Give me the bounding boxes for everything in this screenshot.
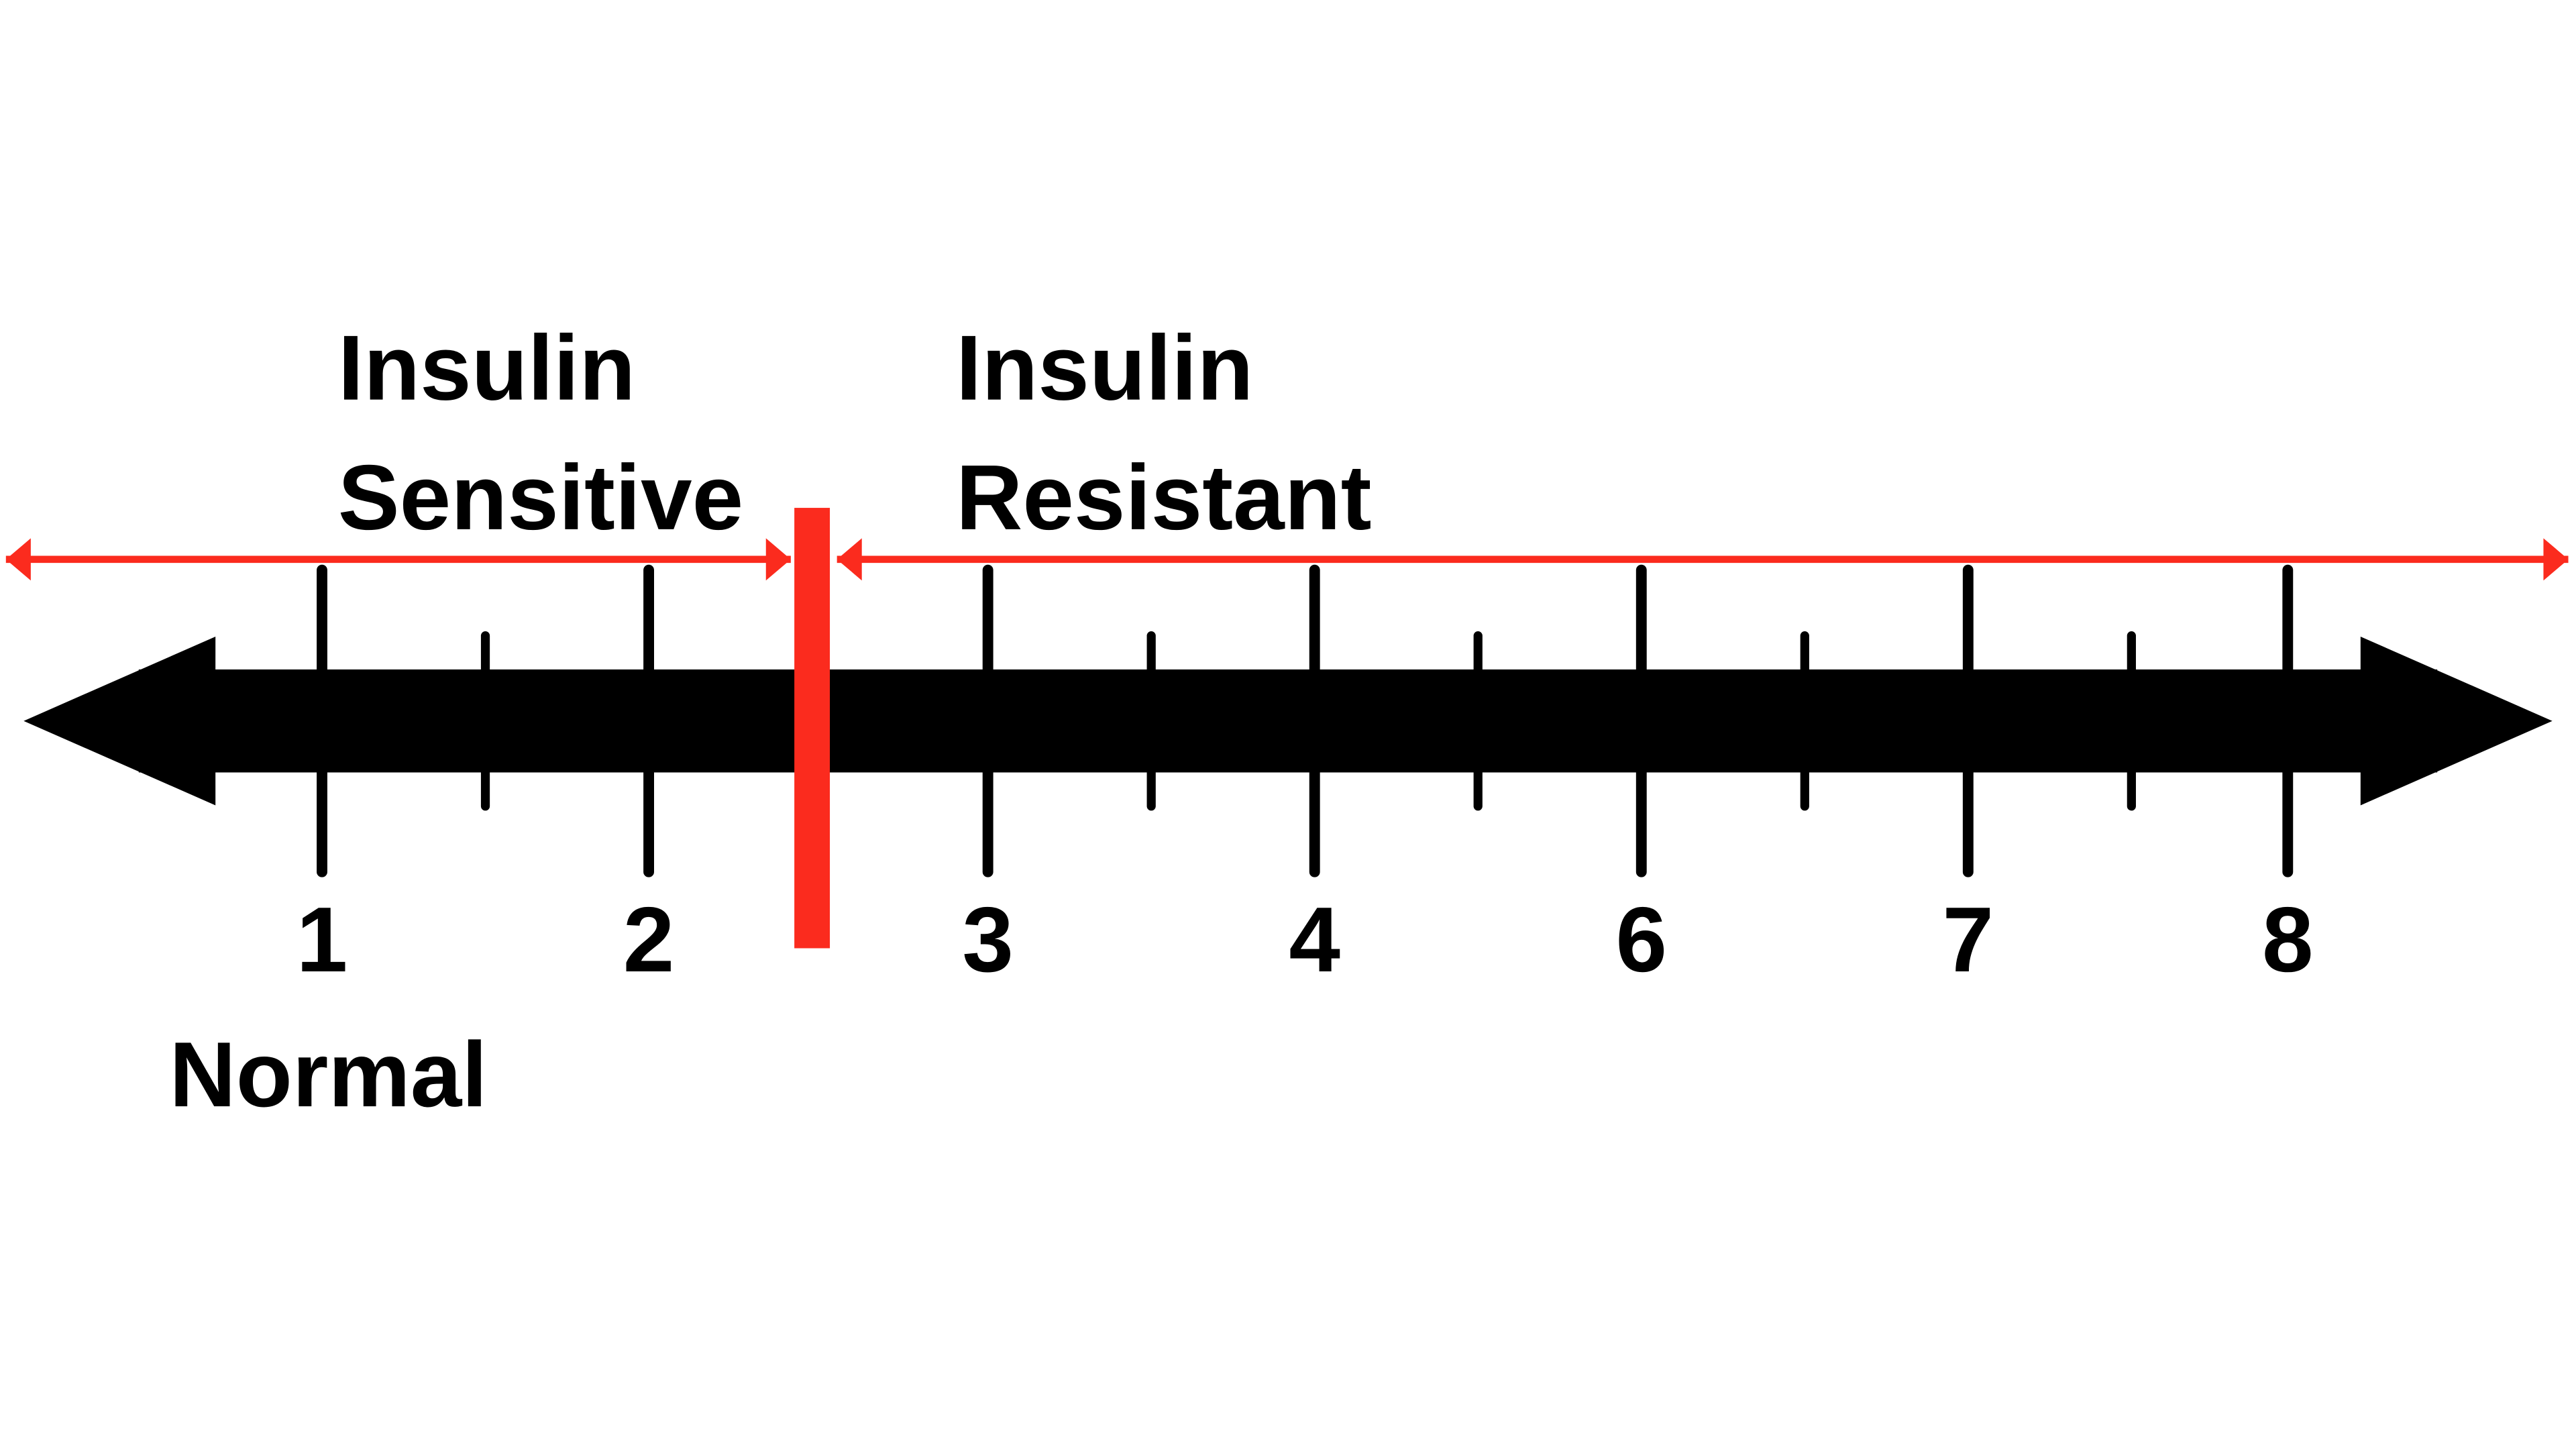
threshold-marker	[794, 508, 830, 948]
label-insulin-resistant: Insulin	[956, 317, 1253, 420]
tick-label: 4	[1289, 888, 1340, 991]
tick-label: 6	[1615, 888, 1667, 991]
axis	[23, 637, 2552, 805]
number-line-diagram: 1 2 3 4 6 7 8 Insulin Sensitive Insulin Resistant…	[0, 0, 2576, 1449]
tick-label: 1	[297, 888, 348, 991]
label-normal: Normal	[169, 1023, 487, 1126]
label-insulin-sensitive: Insulin	[338, 317, 635, 420]
tick-label: 7	[1943, 888, 1994, 991]
label-insulin-sensitive: Sensitive	[338, 446, 743, 549]
label-insulin-resistant: Resistant	[956, 446, 1372, 549]
tick-label: 8	[2262, 888, 2314, 991]
tick-label: 2	[623, 888, 675, 991]
axis-ticks: 1 2 3 4 6 7 8	[297, 570, 2314, 991]
tick-label: 3	[962, 888, 1014, 991]
